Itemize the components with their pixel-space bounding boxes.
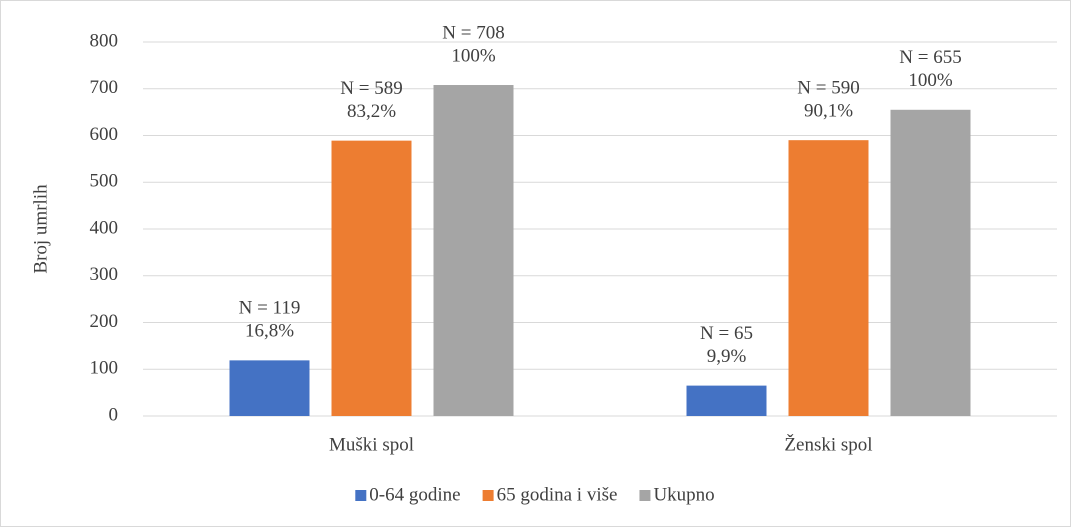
data-label: N = 590 bbox=[797, 78, 859, 99]
data-label: N = 708 bbox=[442, 22, 504, 43]
data-label: 100% bbox=[451, 45, 496, 66]
y-tick-label: 800 bbox=[90, 30, 119, 51]
x-tick-label: Muški spol bbox=[329, 434, 414, 455]
legend-label: 65 godina i više bbox=[497, 484, 618, 505]
legend-label: 0-64 godine bbox=[369, 484, 460, 505]
y-tick-label: 100 bbox=[90, 358, 119, 379]
data-label: N = 655 bbox=[899, 47, 961, 68]
y-tick-label: 600 bbox=[90, 124, 119, 145]
legend-label: Ukupno bbox=[653, 484, 714, 505]
data-label: N = 119 bbox=[239, 298, 301, 319]
y-tick-label: 400 bbox=[90, 217, 119, 238]
data-label: N = 65 bbox=[700, 323, 753, 344]
legend-swatch bbox=[482, 490, 494, 501]
legend-swatch bbox=[355, 490, 367, 501]
y-tick-label: 200 bbox=[90, 311, 119, 332]
bar bbox=[229, 360, 310, 416]
bar bbox=[686, 385, 767, 416]
y-tick-label: 0 bbox=[109, 404, 119, 425]
bar bbox=[331, 140, 412, 416]
y-tick-label: 500 bbox=[90, 171, 119, 192]
bar bbox=[890, 109, 971, 416]
y-axis-title: Broj umrlih bbox=[30, 184, 51, 274]
data-label: 16,8% bbox=[245, 321, 294, 342]
y-tick-label: 300 bbox=[90, 264, 119, 285]
x-tick-label: Ženski spol bbox=[784, 433, 872, 455]
data-label: N = 589 bbox=[340, 78, 402, 99]
y-tick-label: 700 bbox=[90, 77, 119, 98]
bar bbox=[788, 140, 869, 417]
data-label: 9,9% bbox=[707, 346, 747, 367]
data-label: 83,2% bbox=[347, 101, 396, 122]
data-label: 100% bbox=[908, 70, 953, 91]
bar bbox=[433, 85, 514, 416]
legend-swatch bbox=[639, 490, 651, 501]
data-label: 90,1% bbox=[804, 101, 853, 122]
